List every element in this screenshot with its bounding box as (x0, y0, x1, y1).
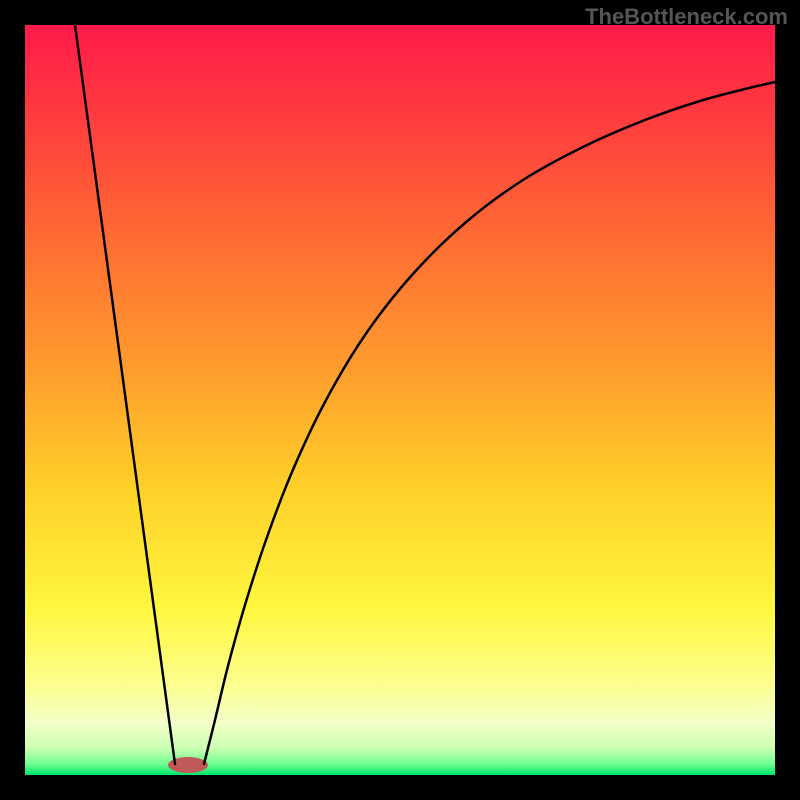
chart-container: TheBottleneck.com (0, 0, 800, 800)
bottleneck-chart (0, 0, 800, 800)
watermark-text: TheBottleneck.com (585, 4, 788, 30)
